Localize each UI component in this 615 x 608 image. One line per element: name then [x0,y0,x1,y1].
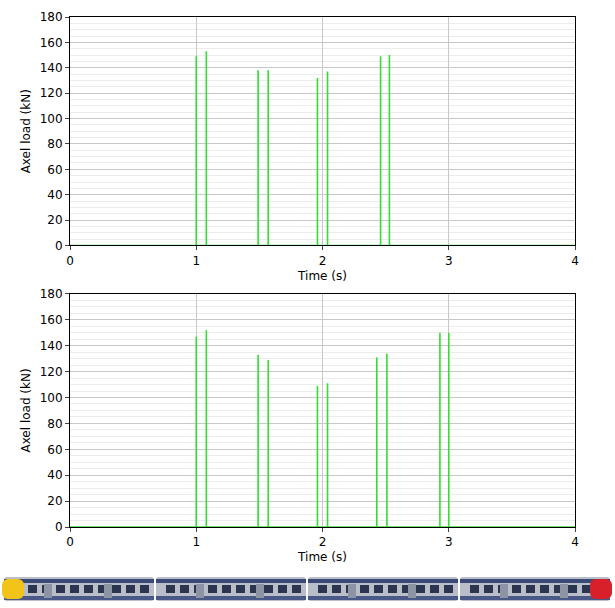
svg-text:Time (s): Time (s) [297,269,347,283]
svg-text:160: 160 [40,313,63,327]
svg-text:Axel load (kN): Axel load (kN) [19,368,33,452]
svg-text:3: 3 [445,254,453,268]
svg-text:100: 100 [40,391,63,405]
svg-text:20: 20 [47,494,62,508]
svg-text:180: 180 [40,10,63,24]
svg-text:180: 180 [40,287,63,301]
svg-text:0: 0 [66,254,74,268]
svg-text:Time (s): Time (s) [297,550,347,564]
svg-text:20: 20 [47,213,62,227]
svg-text:1: 1 [192,535,200,549]
svg-text:100: 100 [40,112,63,126]
svg-text:2: 2 [319,535,327,549]
svg-text:160: 160 [40,36,63,50]
svg-text:60: 60 [47,443,62,457]
svg-text:1: 1 [192,254,200,268]
svg-text:Axel load (kN): Axel load (kN) [19,89,33,173]
svg-text:120: 120 [40,365,63,379]
svg-text:60: 60 [47,163,62,177]
svg-text:0: 0 [55,520,63,534]
svg-text:80: 80 [47,137,62,151]
svg-text:140: 140 [40,61,63,75]
svg-text:0: 0 [66,535,74,549]
svg-text:120: 120 [40,86,63,100]
svg-text:140: 140 [40,339,63,353]
svg-text:0: 0 [55,239,63,253]
svg-text:80: 80 [47,417,62,431]
svg-text:4: 4 [571,254,579,268]
svg-text:40: 40 [47,468,62,482]
svg-text:2: 2 [319,254,327,268]
svg-text:4: 4 [571,535,579,549]
svg-text:3: 3 [445,535,453,549]
svg-text:40: 40 [47,188,62,202]
